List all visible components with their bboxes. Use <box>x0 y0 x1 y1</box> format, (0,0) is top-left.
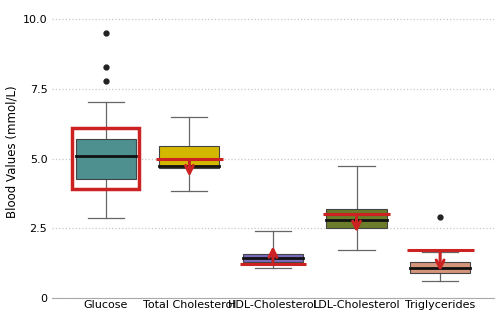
Y-axis label: Blood Values (mmol/L): Blood Values (mmol/L) <box>6 85 18 218</box>
Bar <box>72 128 140 189</box>
Bar <box>410 262 470 273</box>
Bar <box>76 139 136 179</box>
Bar <box>243 254 303 262</box>
Bar <box>326 209 386 228</box>
Bar <box>160 146 220 168</box>
